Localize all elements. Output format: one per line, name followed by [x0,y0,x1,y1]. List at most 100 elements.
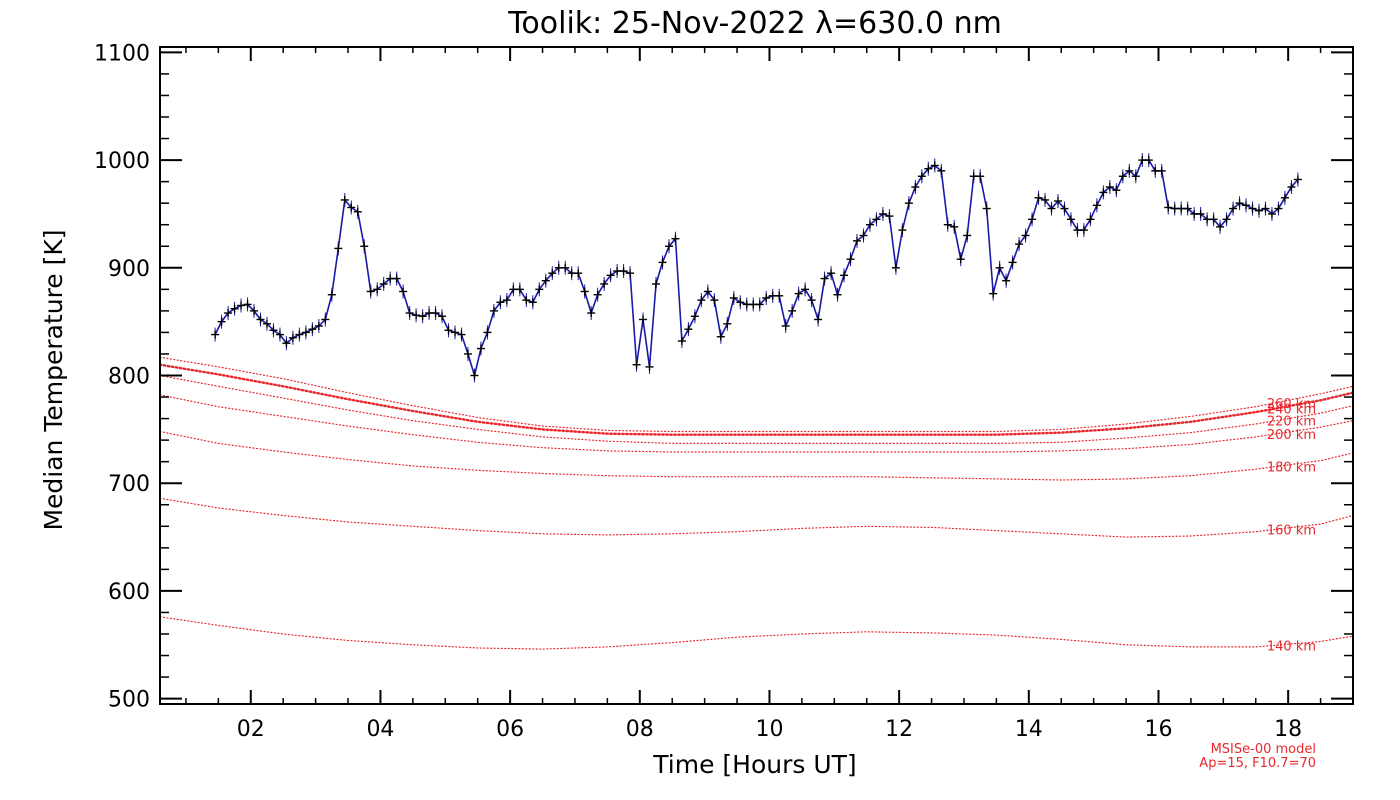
measured-point [690,312,699,321]
measured-point [1293,175,1302,184]
measured-point [943,220,952,229]
measured-point [301,328,310,337]
measured-point [801,285,810,294]
measured-point [1131,172,1140,181]
measured-point [878,209,887,218]
measured-point [593,290,602,299]
measured-point [256,315,265,324]
measured-point [366,287,375,296]
model-label: 260 km [1267,397,1316,412]
measured-point [865,220,874,229]
x-axis-label: Time [Hours UT] [652,750,856,779]
y-tick-label: 700 [108,472,150,497]
measured-point [327,290,336,299]
measured-point [639,315,648,324]
measured-point [237,301,246,310]
measured-point [451,328,460,337]
measured-point [308,325,317,334]
measured-point [697,296,706,305]
model-label: 220 km [1267,415,1316,430]
measured-point [535,285,544,294]
measured-point [1125,166,1134,175]
measured-point [1099,188,1108,197]
measured-point [1196,209,1205,218]
measured-point [1053,197,1062,206]
measured-point [807,296,816,305]
measured-point [1248,204,1257,213]
measured-point [671,234,680,243]
measured-point [703,287,712,296]
measured-point [470,371,479,380]
measured-point [729,293,738,302]
measured-point [211,330,220,339]
measured-point [522,296,531,305]
measured-point [989,289,998,298]
model-curve-160-km [160,497,1353,538]
measured-point [1222,215,1231,224]
measured-point [405,309,414,318]
measured-point [619,267,628,276]
measured-point [995,263,1004,272]
model-curves [160,356,1353,650]
measured-point [658,258,667,267]
measured-point [1028,215,1037,224]
measured-point [982,204,991,213]
measured-point [418,312,427,321]
measured-point [275,330,284,339]
measured-point [1242,201,1251,210]
measured-point [321,315,330,324]
measured-point [846,255,855,264]
measured-point [775,291,784,300]
measured-point [476,344,485,353]
measured-point [1209,215,1218,224]
measured-point [852,236,861,245]
measured-point [1164,203,1173,212]
model-curve-200-km [160,394,1353,453]
measured-point [262,319,271,328]
measured-point [600,279,609,288]
measured-point [1280,193,1289,202]
measured-point [1157,166,1166,175]
measured-point [632,360,641,369]
measured-point [295,330,304,339]
measured-point [1079,226,1088,235]
measured-point [1254,206,1263,215]
x-tick-label: 14 [1015,717,1043,742]
measured-point [794,289,803,298]
measured-point [833,290,842,299]
y-tick-label: 900 [108,257,150,282]
model-label: 160 km [1267,523,1316,538]
measured-point [976,172,985,181]
measured-point [924,164,933,173]
measured-point [1008,258,1017,267]
measured-point [587,309,596,318]
measured-point [904,199,913,208]
measured-point [1105,183,1114,192]
measured-point [1274,204,1283,213]
y-axis-label: Median Temperature [K] [39,229,68,530]
measured-point [1041,195,1050,204]
x-tick-label: 12 [885,717,913,742]
measured-point [1267,209,1276,218]
measured-point [762,293,771,302]
measured-point [652,279,661,288]
y-tick-label: 1100 [94,41,150,66]
measured-point [820,274,829,283]
measured-point [684,325,693,334]
measured-point [457,330,466,339]
model-label: 240 km [1267,403,1316,418]
measured-point [502,296,511,305]
measured-point [1112,186,1121,195]
y-tick-label: 800 [108,365,150,390]
measured-point [872,215,881,224]
measured-point [1092,201,1101,210]
x-tick-label: 18 [1274,717,1302,742]
x-tick-label: 16 [1144,717,1172,742]
y-tick-label: 1000 [94,149,150,174]
measured-point [950,222,959,231]
model-note-line2: Ap=15, F10.7=70 [1199,756,1316,771]
measured-point [282,339,291,348]
measured-point [412,311,421,320]
plot-frame [159,46,1354,705]
measured-point [840,271,849,280]
